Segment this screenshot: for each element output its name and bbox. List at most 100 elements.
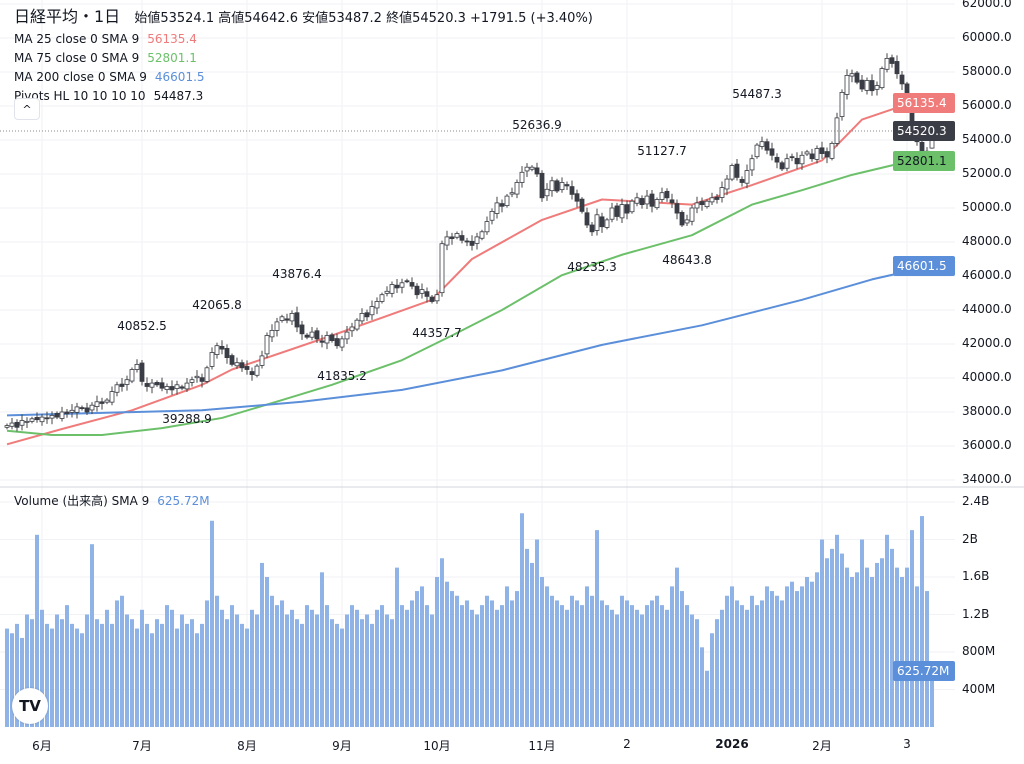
volume-bar	[640, 614, 644, 727]
candle	[509, 187, 515, 198]
candle-body	[89, 404, 95, 411]
candle	[209, 347, 215, 370]
candle-body	[514, 182, 520, 195]
candle-body	[184, 382, 190, 390]
volume-bar	[560, 605, 564, 727]
volume-bars	[5, 513, 934, 727]
candle	[529, 165, 535, 172]
candle	[389, 281, 395, 298]
close-value: 54520.3	[412, 11, 466, 26]
candle-body	[69, 409, 75, 413]
candle-body	[224, 348, 230, 359]
candle	[284, 313, 290, 324]
candle	[829, 141, 835, 161]
candle	[654, 197, 660, 210]
indicator-pivots[interactable]: Pivots HL 10 10 10 10 54487.3	[14, 87, 593, 106]
candle-body	[434, 294, 440, 302]
volume-bar	[225, 619, 229, 727]
collapse-legend-button[interactable]: ^	[14, 98, 40, 120]
candle-body	[859, 79, 865, 90]
indicator-ma75[interactable]: MA 75 close 0 SMA 9 52801.1	[14, 49, 593, 68]
candle	[504, 194, 510, 208]
volume-bar	[685, 605, 689, 727]
volume-bar	[780, 600, 784, 727]
candle-body	[739, 179, 745, 183]
volume-bar	[100, 623, 104, 727]
candle	[754, 143, 760, 159]
candle-body	[414, 285, 420, 296]
volume-bar	[785, 586, 789, 727]
volume-bar	[260, 562, 264, 727]
volume-bar	[870, 577, 874, 727]
tradingview-logo[interactable]: TV	[12, 688, 48, 724]
candle	[109, 386, 115, 406]
candle	[254, 364, 260, 378]
volume-bar	[350, 605, 354, 727]
open-label: 始値	[134, 11, 161, 26]
candle	[279, 314, 285, 323]
volume-bar	[700, 647, 704, 727]
volume-bar	[740, 605, 744, 727]
moving-averages	[6, 102, 933, 446]
symbol-title[interactable]: 日経平均・1日	[14, 7, 121, 26]
candle-body	[789, 156, 795, 159]
volume-bar	[65, 605, 69, 727]
candle	[259, 350, 265, 369]
candle-body	[9, 422, 15, 427]
volume-bar	[105, 609, 109, 727]
volume-bar	[430, 614, 434, 727]
volume-bar	[815, 572, 819, 727]
volume-bar	[735, 600, 739, 727]
candle-body	[564, 184, 570, 187]
candle-body	[209, 352, 215, 367]
time-tick-label: 11月	[528, 739, 556, 753]
candle-body	[729, 165, 735, 180]
candle	[309, 327, 315, 341]
pivot-low-label: 44357.7	[412, 325, 462, 340]
volume-bar	[535, 539, 539, 727]
candle	[384, 286, 390, 297]
volume-bar	[595, 530, 599, 727]
volume-bar	[505, 586, 509, 727]
candle	[824, 147, 830, 164]
candle	[784, 153, 790, 172]
volume-bar	[180, 614, 184, 727]
volume-bar	[705, 670, 709, 727]
volume-bar	[50, 628, 54, 727]
time-tick-label: 10月	[423, 739, 451, 753]
indicator-ma25[interactable]: MA 25 close 0 SMA 9 56135.4	[14, 30, 593, 49]
volume-bar	[250, 609, 254, 727]
volume-bar	[165, 605, 169, 727]
volume-bar	[40, 609, 44, 727]
candle	[159, 377, 165, 392]
candle-body	[704, 200, 710, 208]
ohlc-row: 日経平均・1日 始値53524.1 高値54642.6 安値53487.2 終値…	[14, 6, 593, 30]
volume-bar	[475, 614, 479, 727]
candle-body	[364, 312, 370, 318]
candle-body	[264, 335, 270, 355]
candle-body	[124, 379, 130, 385]
price-tick-label: 34000.0	[962, 472, 1012, 486]
volume-legend[interactable]: Volume (出来高) SMA 9 625.72M	[14, 492, 210, 509]
candle	[749, 154, 755, 177]
candle-body	[779, 162, 785, 170]
candle-body	[59, 411, 65, 419]
candle-body	[744, 170, 750, 184]
candle-body	[604, 219, 610, 228]
volume-bar	[800, 586, 804, 727]
candle-body	[534, 167, 540, 175]
candle-body	[349, 326, 355, 332]
volume-bar	[570, 595, 574, 727]
volume-bar	[710, 633, 714, 727]
low-value: 53487.2	[328, 11, 382, 26]
candle-body	[684, 219, 690, 224]
candle-body	[874, 85, 880, 90]
volume-bar	[885, 534, 889, 727]
candle	[339, 335, 345, 352]
candle	[569, 180, 575, 200]
candle	[499, 199, 505, 213]
candle	[84, 402, 90, 416]
candle-body	[724, 178, 730, 190]
indicator-ma200[interactable]: MA 200 close 0 SMA 9 46601.5	[14, 68, 593, 87]
